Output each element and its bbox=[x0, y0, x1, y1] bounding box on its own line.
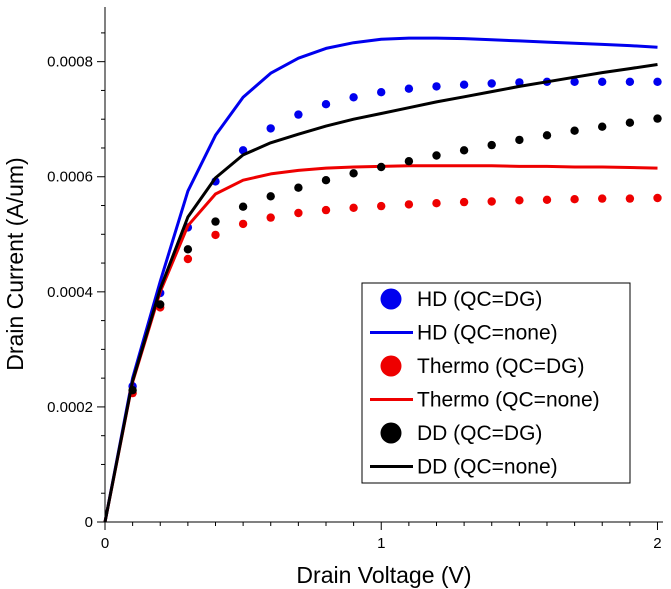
y-tick-label: 0.0008 bbox=[47, 54, 93, 71]
data-point-hd bbox=[625, 77, 635, 87]
data-point-dd bbox=[459, 146, 469, 155]
data-point-hd bbox=[598, 77, 607, 87]
data-point-thermo bbox=[542, 195, 552, 204]
data-point-dd bbox=[487, 140, 496, 150]
data-point-dd bbox=[542, 131, 552, 140]
data-point-thermo bbox=[487, 197, 496, 206]
x-tick-label: 2 bbox=[653, 535, 661, 552]
data-point-thermo bbox=[183, 254, 193, 264]
data-point-thermo bbox=[294, 208, 303, 218]
legend-label: Thermo (QC=none) bbox=[417, 389, 600, 412]
y-tick-label: 0.0006 bbox=[47, 169, 93, 186]
data-point-thermo bbox=[515, 196, 524, 205]
legend-marker-swatch bbox=[380, 355, 402, 377]
data-point-hd bbox=[515, 78, 524, 87]
data-point-hd bbox=[653, 77, 662, 87]
data-point-dd bbox=[294, 183, 303, 192]
data-point-thermo bbox=[211, 230, 220, 240]
data-point-dd bbox=[598, 122, 607, 131]
data-point-hd bbox=[349, 93, 358, 102]
data-point-thermo bbox=[266, 213, 275, 222]
data-point-dd bbox=[432, 151, 441, 160]
data-point-dd bbox=[515, 135, 524, 145]
y-axis-title: Drain Current (A/um) bbox=[2, 157, 28, 370]
legend-box bbox=[361, 282, 631, 484]
data-point-hd bbox=[459, 80, 469, 89]
data-point-hd bbox=[570, 77, 579, 87]
data-point-dd bbox=[404, 157, 414, 166]
legend-label: HD (QC=DG) bbox=[417, 288, 542, 311]
axes: 0 1 2 0 0.0002 0.0004 0.0006 0.0008 bbox=[47, 7, 663, 552]
data-point-thermo bbox=[459, 197, 469, 207]
data-point-dd bbox=[321, 176, 331, 185]
x-axis-title: Drain Voltage (V) bbox=[296, 562, 471, 588]
x-tick-label: 0 bbox=[101, 535, 109, 552]
data-point-thermo bbox=[404, 200, 414, 209]
y-tick-label: 0.0002 bbox=[47, 399, 93, 416]
data-point-hd bbox=[321, 100, 331, 109]
data-point-thermo bbox=[598, 194, 607, 203]
data-point-dd bbox=[183, 245, 193, 254]
data-point-dd bbox=[625, 118, 635, 127]
series-line-dd bbox=[103, 63, 658, 523]
data-point-thermo bbox=[432, 199, 441, 208]
data-point-thermo bbox=[238, 219, 248, 229]
legend-marker-swatch bbox=[380, 422, 402, 444]
legend: HD (QC=DG) HD (QC=none) Thermo (QC=DG) Ther… bbox=[361, 282, 631, 484]
data-point-thermo bbox=[321, 205, 331, 215]
legend-marker-swatch bbox=[380, 288, 402, 310]
data-point-thermo bbox=[377, 201, 386, 211]
legend-label: Thermo (QC=DG) bbox=[417, 355, 584, 378]
data-point-hd bbox=[487, 79, 496, 88]
x-tick-label: 1 bbox=[377, 535, 385, 552]
data-point-thermo bbox=[349, 203, 358, 212]
data-point-dd bbox=[266, 192, 275, 201]
data-point-hd bbox=[266, 124, 275, 133]
data-point-thermo bbox=[570, 195, 579, 204]
data-point-dd bbox=[156, 300, 165, 309]
data-point-dd bbox=[377, 162, 386, 172]
data-point-dd bbox=[570, 126, 579, 135]
data-marks bbox=[103, 36, 662, 523]
data-point-thermo bbox=[653, 193, 662, 203]
data-point-hd bbox=[432, 82, 441, 91]
data-point-thermo bbox=[625, 194, 635, 203]
legend-label: DD (QC=DG) bbox=[417, 422, 542, 445]
legend-label: HD (QC=none) bbox=[417, 322, 558, 345]
y-tick-label: 0.0004 bbox=[47, 284, 93, 301]
data-point-dd bbox=[349, 169, 358, 178]
data-point-hd bbox=[294, 110, 303, 119]
data-point-hd bbox=[404, 84, 414, 93]
data-point-dd bbox=[653, 114, 662, 123]
data-point-hd bbox=[377, 88, 386, 97]
data-point-dd bbox=[238, 202, 248, 211]
series-line-hd bbox=[103, 36, 658, 523]
legend-label: DD (QC=none) bbox=[417, 456, 558, 479]
data-point-dd bbox=[211, 217, 220, 226]
y-tick-label: 0 bbox=[85, 514, 93, 531]
